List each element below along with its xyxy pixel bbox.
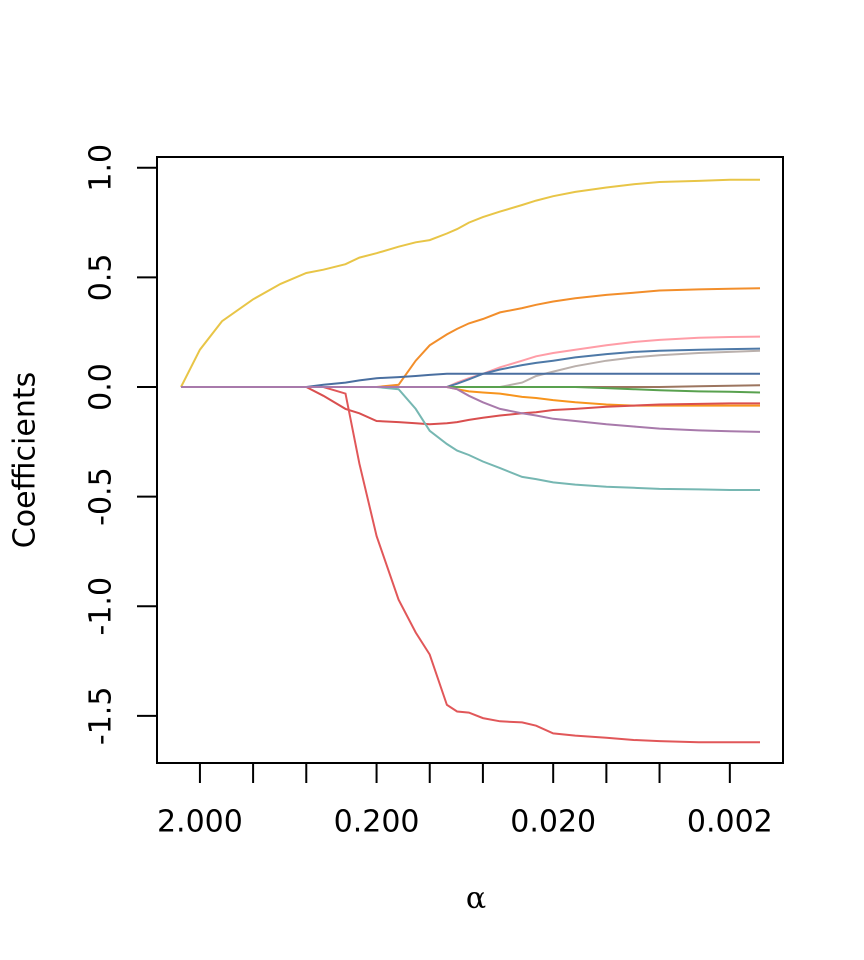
y-tick-label: -1.0 bbox=[84, 577, 119, 636]
x-tick-label: 0.020 bbox=[510, 805, 596, 840]
x-tick-label: 0.002 bbox=[687, 805, 773, 840]
y-tick-label: 0.5 bbox=[84, 254, 119, 302]
y-tick-label: -0.5 bbox=[84, 467, 119, 526]
series-line bbox=[180, 178, 760, 388]
series-line bbox=[181, 287, 761, 388]
x-tick-label: 2.000 bbox=[157, 805, 243, 840]
series-line bbox=[181, 372, 760, 388]
y-tick-label: -1.5 bbox=[84, 687, 119, 746]
series-line bbox=[181, 349, 761, 388]
y-axis-label: Coefficients bbox=[8, 372, 43, 548]
plot-frame bbox=[156, 156, 784, 764]
series-line bbox=[181, 386, 760, 491]
series-line bbox=[181, 386, 761, 433]
series-line bbox=[181, 386, 760, 744]
y-tick-label: 0.0 bbox=[84, 363, 119, 411]
x-tick-label: 0.200 bbox=[334, 805, 420, 840]
x-axis-label: α bbox=[466, 881, 486, 916]
y-tick-label: 1.0 bbox=[84, 144, 119, 192]
